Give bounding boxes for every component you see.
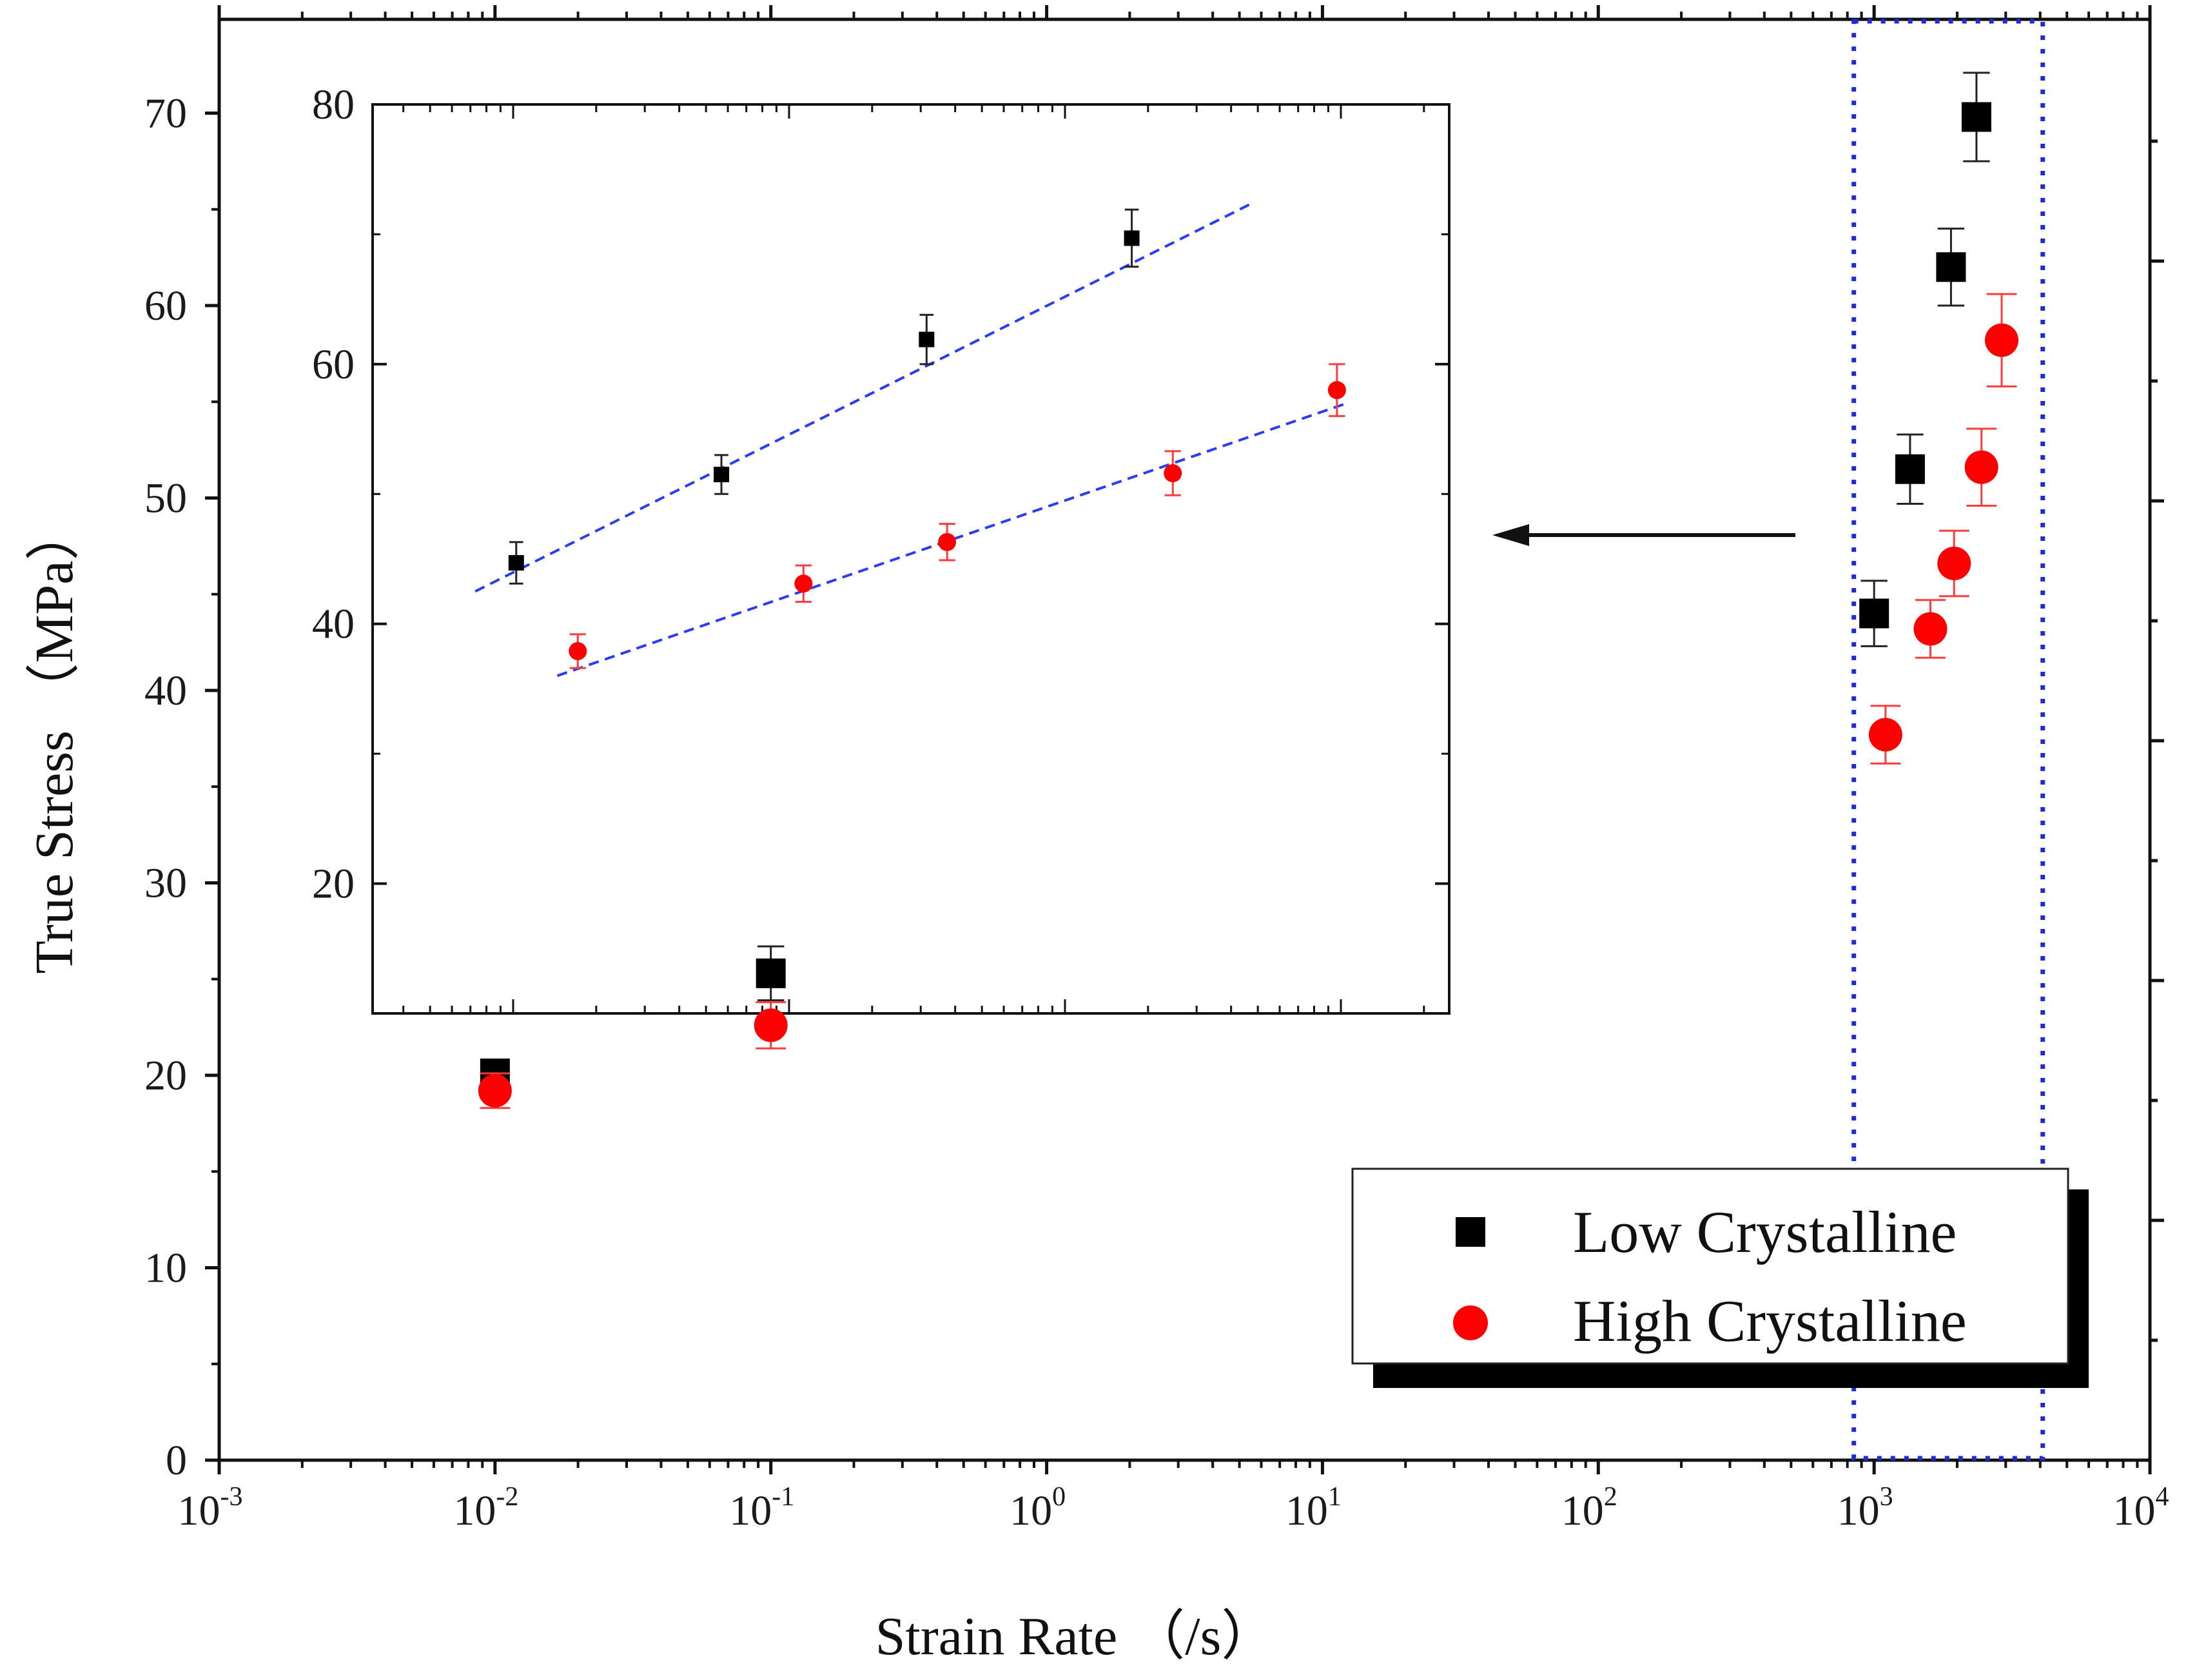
inset-high-crystalline-point bbox=[569, 633, 587, 669]
inset-low-crystalline-point bbox=[508, 541, 524, 585]
x-tick-label: 101 bbox=[1285, 1482, 1342, 1534]
inset-y-tick-label: 40 bbox=[312, 601, 355, 648]
inset-y-tick-label: 80 bbox=[312, 81, 355, 128]
x-tick-label: 104 bbox=[2113, 1482, 2169, 1534]
high-crystalline-point bbox=[1964, 427, 1998, 507]
inset-high-crystalline-point bbox=[1164, 450, 1182, 496]
high-crystalline-point bbox=[478, 1072, 512, 1109]
y-tick-label: 60 bbox=[144, 282, 187, 329]
inset-high-crystalline-point bbox=[938, 523, 957, 562]
x-tick-label: 10-3 bbox=[178, 1482, 243, 1534]
y-axis-title: True Stress （MPa） bbox=[24, 507, 84, 974]
x-tick-label: 102 bbox=[1561, 1482, 1617, 1534]
y-tick-label: 20 bbox=[144, 1052, 187, 1099]
inset-points bbox=[508, 208, 1346, 669]
inset-low-crystalline-point bbox=[919, 313, 935, 366]
legend-label-high: High Crystalline bbox=[1573, 1288, 1967, 1354]
high-crystalline-point bbox=[754, 1001, 788, 1050]
high-crystalline-point bbox=[1937, 529, 1971, 598]
y-tick-label: 50 bbox=[144, 475, 187, 522]
high-crystalline-point bbox=[1868, 705, 1902, 765]
inset-y-tick-label: 20 bbox=[312, 861, 355, 908]
inset-fit-line bbox=[556, 402, 1348, 678]
inset-low-crystalline-point bbox=[714, 454, 730, 495]
arrow-head bbox=[1492, 524, 1529, 546]
highlight-region bbox=[1851, 19, 2046, 1461]
x-tick-label: 10-2 bbox=[453, 1482, 518, 1534]
low-crystalline-point bbox=[1859, 580, 1889, 647]
main-ticks bbox=[205, 5, 2164, 1474]
inset-ticks bbox=[373, 103, 1449, 1013]
inset-low-crystalline-point bbox=[1124, 208, 1140, 268]
inset-high-crystalline-point bbox=[1327, 363, 1346, 417]
legend-marker-high bbox=[1453, 1305, 1488, 1340]
low-crystalline-point bbox=[756, 945, 786, 1002]
x-tick-label: 103 bbox=[1837, 1482, 1893, 1534]
low-crystalline-point bbox=[1961, 72, 1991, 162]
x-axis-title: Strain Rate （/s） bbox=[875, 1607, 1276, 1666]
inset-y-tick-label: 60 bbox=[312, 341, 355, 388]
high-crystalline-point bbox=[1984, 293, 2018, 387]
y-tick-label: 40 bbox=[144, 667, 187, 714]
y-tick-label: 0 bbox=[166, 1437, 187, 1484]
x-tick-label: 100 bbox=[1010, 1482, 1066, 1534]
x-tick-label: 10-1 bbox=[729, 1482, 794, 1534]
y-tick-label: 70 bbox=[144, 90, 187, 137]
main-tick-labels: 10-3 10-2 10-1 100 101 102 103 104 0 10 20 30 40 50 60… bbox=[144, 90, 2169, 1535]
inset-frame bbox=[371, 103, 1450, 1015]
y-tick-label: 10 bbox=[144, 1245, 187, 1292]
main-points bbox=[478, 72, 2018, 1109]
low-crystalline-point bbox=[1895, 433, 1925, 505]
legend-marker-low bbox=[1456, 1217, 1485, 1247]
low-crystalline-point bbox=[1936, 228, 1966, 307]
high-crystalline-point bbox=[1913, 599, 1948, 659]
y-tick-label: 30 bbox=[144, 860, 187, 907]
legend-label-low: Low Crystalline bbox=[1573, 1199, 1957, 1265]
inset-tick-labels: 20 40 60 80 bbox=[312, 81, 355, 908]
inset-high-crystalline-point bbox=[794, 564, 813, 603]
